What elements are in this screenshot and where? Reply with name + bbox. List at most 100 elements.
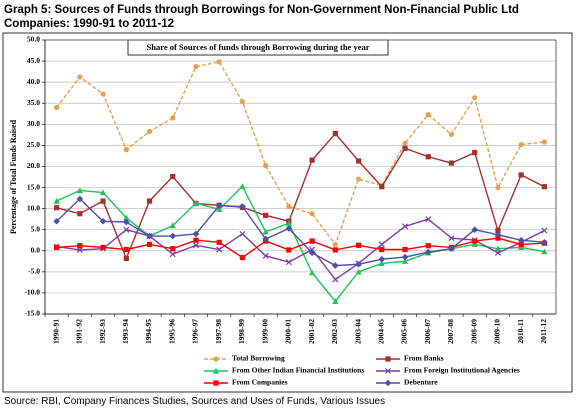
marker xyxy=(308,249,316,257)
marker xyxy=(494,245,502,252)
marker xyxy=(472,149,478,156)
chart-subtitle: Share of Sources of funds through Borrow… xyxy=(147,42,370,52)
marker xyxy=(77,243,83,249)
legend-label: From Other Indian Financial Institutions xyxy=(232,366,364,375)
marker xyxy=(332,262,339,269)
marker xyxy=(518,172,524,178)
marker xyxy=(123,226,130,233)
marker xyxy=(494,249,501,256)
marker xyxy=(286,247,292,253)
legend-item: From Banks xyxy=(376,354,444,363)
marker xyxy=(239,254,246,261)
marker xyxy=(239,230,246,237)
marker xyxy=(216,246,223,253)
marker xyxy=(309,157,315,163)
marker xyxy=(401,253,409,261)
marker xyxy=(123,255,129,261)
x-tick-label: 2001-02 xyxy=(307,319,316,344)
marker xyxy=(402,140,408,146)
marker xyxy=(263,163,269,169)
marker xyxy=(309,269,316,276)
marker xyxy=(355,176,362,182)
x-tick-label: 2004-05 xyxy=(377,319,386,344)
marker xyxy=(123,147,129,153)
marker xyxy=(77,74,83,80)
marker xyxy=(239,183,246,189)
marker xyxy=(309,238,315,244)
x-tick-label: 2006-07 xyxy=(423,319,432,344)
marker xyxy=(262,228,269,235)
marker xyxy=(378,260,385,267)
marker xyxy=(54,205,60,211)
marker xyxy=(53,197,60,204)
marker xyxy=(471,241,478,248)
marker xyxy=(355,242,362,248)
marker xyxy=(54,244,60,250)
legend-item: From Other Indian Financial Institutions xyxy=(204,366,364,375)
marker xyxy=(425,112,431,118)
marker xyxy=(192,230,200,238)
x-tick-label: 1991-92 xyxy=(75,319,84,344)
y-tick-label: -15.0 xyxy=(24,309,40,318)
x-tick-label: 1994-95 xyxy=(144,319,153,344)
marker xyxy=(146,232,153,240)
legend-marker xyxy=(384,367,392,375)
y-tick-label: 40.0 xyxy=(27,77,40,86)
marker xyxy=(448,160,455,166)
marker xyxy=(99,189,107,196)
marker xyxy=(192,200,200,206)
marker xyxy=(239,203,246,210)
marker xyxy=(54,104,60,111)
marker xyxy=(471,226,479,233)
legend-label: From Foreign Institutional Agencies xyxy=(404,366,520,375)
x-tick-label: 2009-10 xyxy=(493,319,502,344)
legend-marker xyxy=(213,356,219,362)
marker xyxy=(286,203,292,210)
marker xyxy=(332,130,338,137)
marker xyxy=(378,241,385,248)
y-tick-label: 45.0 xyxy=(27,56,40,65)
legend-label: Total Borrowing xyxy=(232,354,285,363)
legend-label: From Banks xyxy=(404,354,444,363)
marker xyxy=(53,217,60,225)
marker xyxy=(402,145,408,151)
x-tick-label: 1992-93 xyxy=(98,319,107,344)
marker xyxy=(518,141,524,148)
marker xyxy=(193,63,199,70)
marker xyxy=(123,246,129,253)
y-tick-label: 20.0 xyxy=(27,161,40,170)
y-tick-label: 50.0 xyxy=(27,35,40,44)
marker xyxy=(425,154,431,160)
marker xyxy=(77,211,83,217)
x-tick-label: 2005-06 xyxy=(400,319,409,344)
marker xyxy=(100,244,106,250)
marker xyxy=(472,95,478,101)
legend-item: From Companies xyxy=(204,378,288,387)
marker xyxy=(379,184,385,190)
legend-marker xyxy=(385,356,391,362)
x-tick-label: 1998-99 xyxy=(237,319,246,344)
marker xyxy=(379,246,385,253)
marker xyxy=(285,220,292,226)
marker xyxy=(425,216,432,223)
series-line xyxy=(56,185,545,303)
marker xyxy=(192,242,200,249)
x-tick-label: 2003-04 xyxy=(353,319,362,344)
marker xyxy=(332,298,339,304)
marker xyxy=(401,223,409,230)
series-line xyxy=(56,61,545,246)
marker xyxy=(518,244,525,250)
marker xyxy=(170,173,176,180)
chart-frame xyxy=(2,32,573,393)
legend-item: From Foreign Institutional Agencies xyxy=(376,366,520,375)
marker xyxy=(262,252,269,259)
marker xyxy=(146,198,153,204)
marker xyxy=(122,218,130,226)
x-tick-label: 1995-96 xyxy=(167,319,176,344)
y-tick-label: 35.0 xyxy=(27,98,40,107)
marker xyxy=(100,198,106,204)
x-tick-label: 2002-03 xyxy=(330,319,339,344)
y-tick-label: -5.0 xyxy=(28,267,40,276)
